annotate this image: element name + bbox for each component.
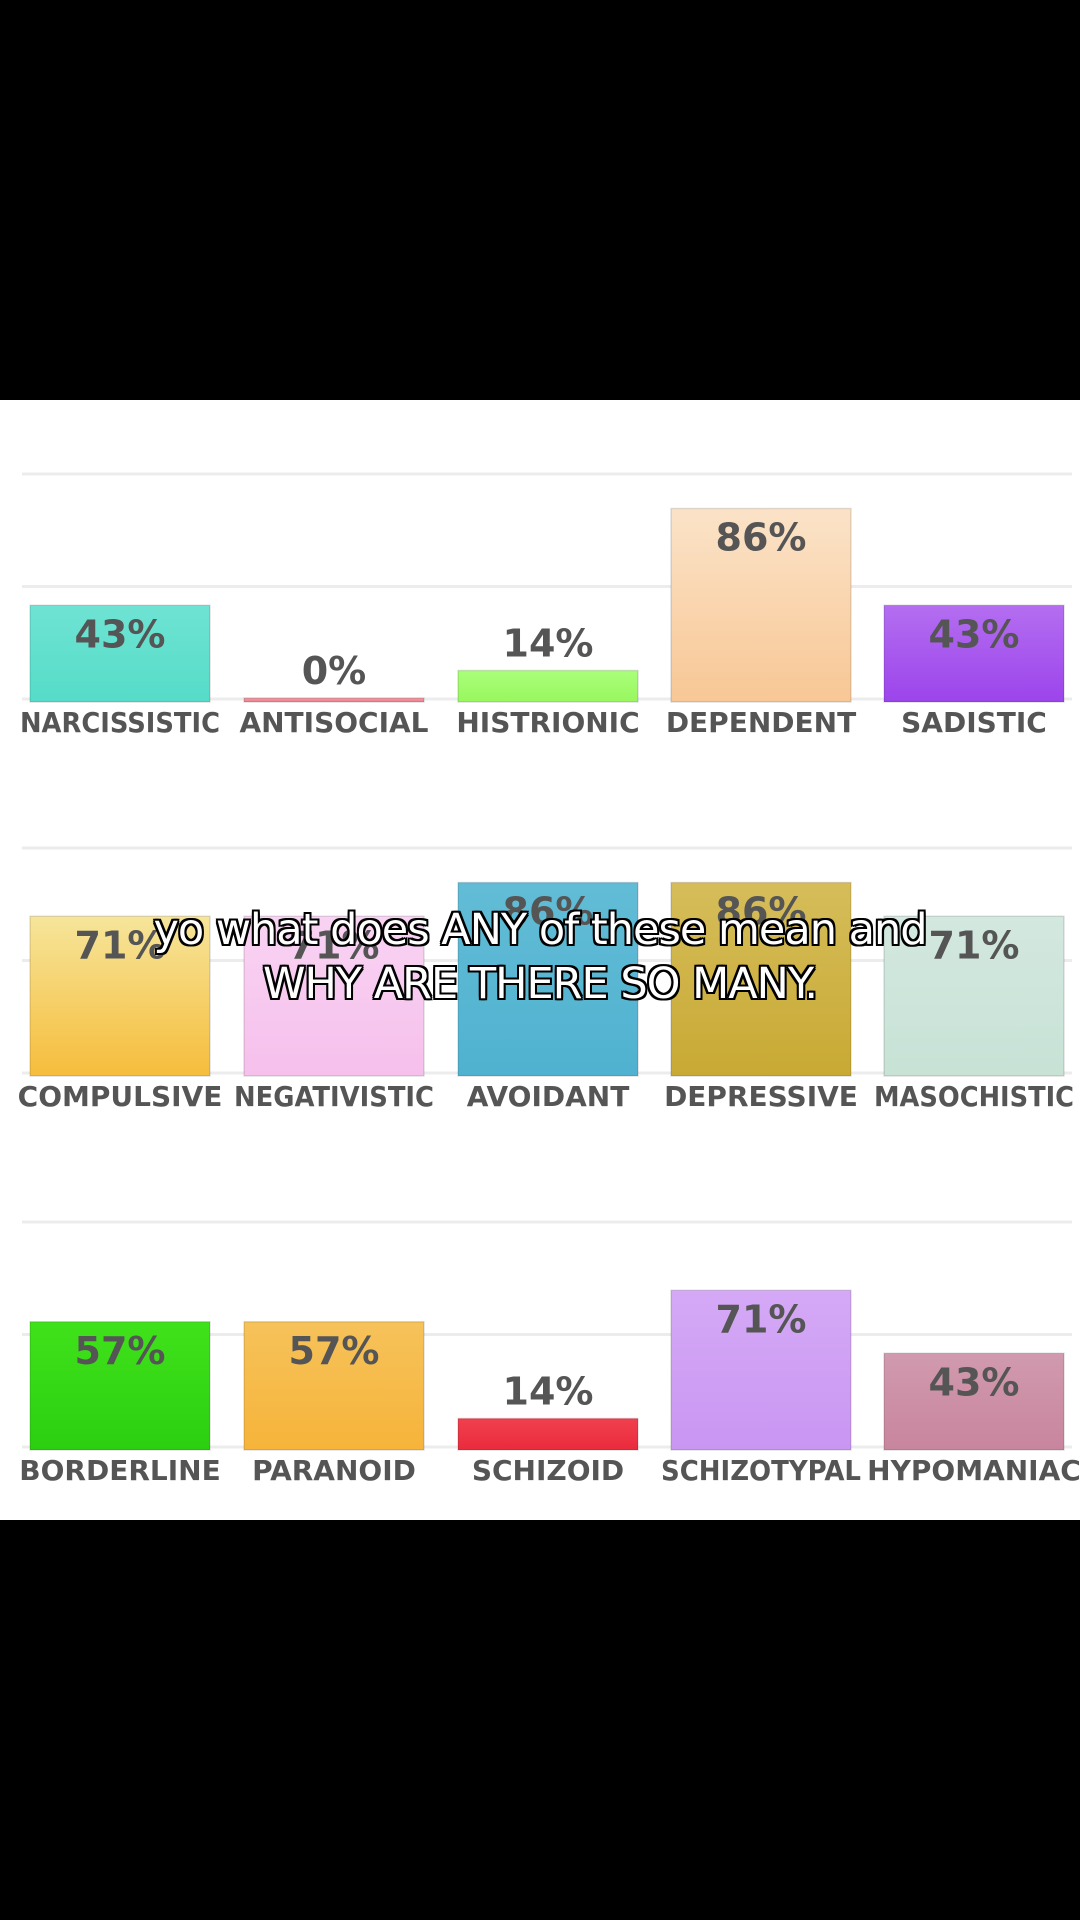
bar-hypomaniac <box>883 1352 1065 1451</box>
bar-value-label: 57% <box>289 1329 380 1373</box>
bar-avoidant <box>457 881 639 1077</box>
bar-value-label: 14% <box>503 622 594 666</box>
category-label: MASOCHISTIC <box>874 1080 1074 1113</box>
category-label: BORDERLINE <box>19 1454 220 1487</box>
bar-value-label: 0% <box>302 649 367 693</box>
category-label: NEGATIVISTIC <box>234 1080 434 1113</box>
bar-value-label: 14% <box>503 1370 594 1414</box>
bar-narcissistic <box>29 604 211 703</box>
bar-sadistic <box>883 604 1065 703</box>
bar-schizoid <box>457 1417 639 1451</box>
category-label: HISTRIONIC <box>456 706 639 739</box>
video-caption: yo what does ANY of these mean and WHY A… <box>0 903 1080 1011</box>
bar-value-label: 43% <box>75 612 166 656</box>
caption-line-1: yo what does ANY of these mean and <box>153 905 927 955</box>
bar-value-label: 71% <box>75 923 166 967</box>
bar-antisocial <box>243 697 425 703</box>
category-label: SCHIZOTYPAL <box>661 1454 861 1487</box>
category-label: ANTISOCIAL <box>239 706 428 739</box>
bar-chart-1: 43% NARCISSISTIC 0% ANTISOCIAL 14% HISTRIONIC… <box>20 472 1072 739</box>
bar-histrionic <box>457 669 639 703</box>
bar-value-label: 86% <box>716 890 807 934</box>
bar-value-label: 71% <box>716 1297 807 1341</box>
bar-paranoid <box>243 1321 425 1451</box>
bar-value-label: 43% <box>929 612 1020 656</box>
bar-schizotypal <box>670 1289 852 1451</box>
bar-chart-2: 71% COMPULSIVE 71% NEGATIVISTIC 86% AVOIDANT 8… <box>18 846 1074 1113</box>
bar-borderline <box>29 1321 211 1451</box>
bar-masochistic <box>883 915 1065 1077</box>
category-label: DEPENDENT <box>666 706 856 739</box>
bar-value-label: 71% <box>929 923 1020 967</box>
caption-line-2: WHY ARE THERE SO MANY. <box>262 959 818 1009</box>
bar-value-label: 86% <box>503 890 594 934</box>
bar-dependent <box>670 507 852 703</box>
bar-chart-3: 57% BORDERLINE 57% PARANOID 14% SCHIZOID 71% SC… <box>19 1220 1080 1487</box>
bar-depressive <box>670 881 852 1077</box>
category-label: NARCISSISTIC <box>20 706 220 739</box>
bar-value-label: 86% <box>716 516 807 560</box>
bar-compulsive <box>29 915 211 1077</box>
category-label: DEPRESSIVE <box>664 1080 858 1113</box>
category-label: AVOIDANT <box>467 1080 630 1113</box>
category-label: SCHIZOID <box>472 1454 624 1487</box>
category-label: SADISTIC <box>901 706 1047 739</box>
category-label: COMPULSIVE <box>18 1080 223 1113</box>
category-label: HYPOMANIAC <box>867 1454 1080 1487</box>
bar-value-label: 71% <box>289 923 380 967</box>
category-label: PARANOID <box>252 1454 416 1487</box>
bar-value-label: 57% <box>75 1329 166 1373</box>
bar-negativistic <box>243 915 425 1077</box>
bar-value-label: 43% <box>929 1360 1020 1404</box>
